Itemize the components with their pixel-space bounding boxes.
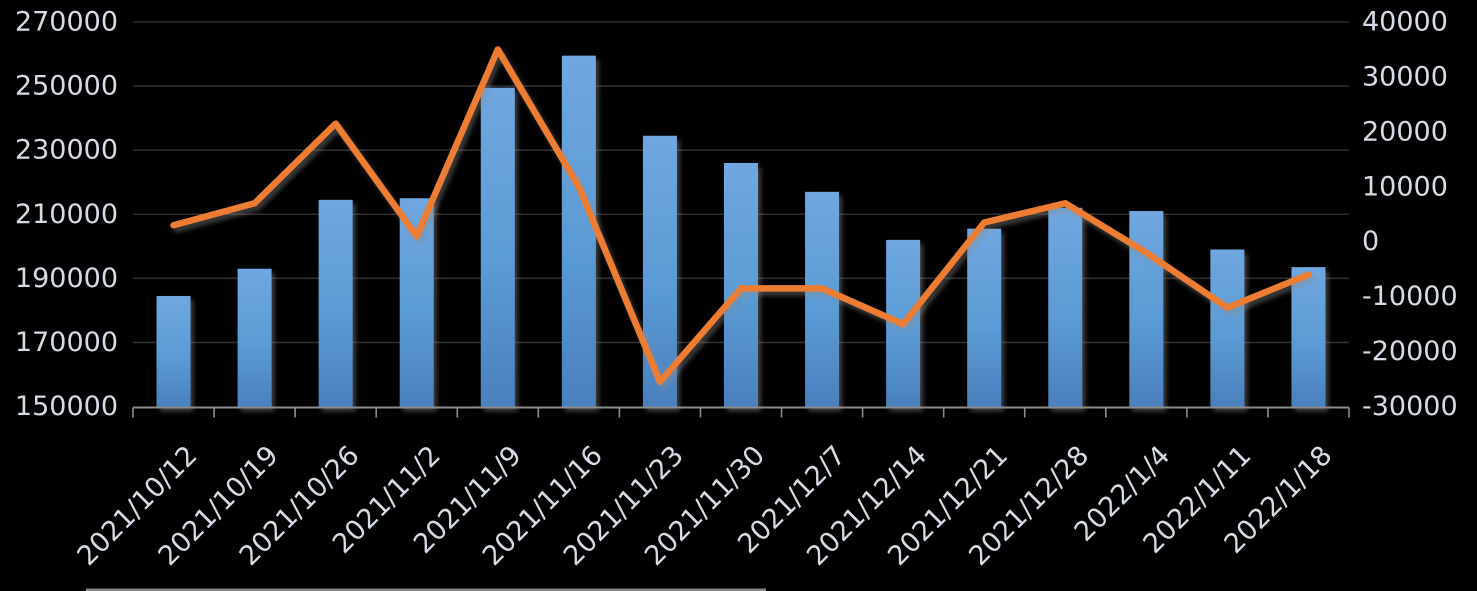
y-axis-label: 210000 xyxy=(15,199,118,230)
bar-column[interactable] xyxy=(1291,267,1326,408)
y-axis-label: 250000 xyxy=(15,71,118,102)
line-series[interactable] xyxy=(170,46,1312,386)
y2-axis-label: 0 xyxy=(1362,226,1379,257)
y-axis-label: 190000 xyxy=(15,263,118,294)
bar-column[interactable] xyxy=(156,295,191,408)
bar-column[interactable] xyxy=(805,191,840,408)
y-axis-label: 230000 xyxy=(15,135,118,166)
bar-column[interactable] xyxy=(1210,249,1245,408)
bar-column[interactable] xyxy=(480,87,515,408)
y2-axis-label: -30000 xyxy=(1362,391,1458,422)
bar-column[interactable] xyxy=(1048,207,1083,408)
y-axis-label: 150000 xyxy=(15,391,118,422)
y2-axis-label: 10000 xyxy=(1362,171,1448,202)
bar-column[interactable] xyxy=(237,268,272,408)
y2-axis-label: 40000 xyxy=(1362,7,1448,38)
bar-column[interactable] xyxy=(1129,211,1164,408)
bar-column[interactable] xyxy=(561,55,596,408)
bar-column[interactable] xyxy=(318,199,353,408)
y2-axis-label: 30000 xyxy=(1362,61,1448,92)
y2-axis-label: -10000 xyxy=(1362,281,1458,312)
bar-column[interactable] xyxy=(967,228,1002,408)
y-axis-label: 270000 xyxy=(15,7,118,38)
y-axis-label: 170000 xyxy=(15,327,118,358)
window-edge xyxy=(86,588,766,591)
y2-axis-label: -20000 xyxy=(1362,336,1458,367)
y2-axis-label: 20000 xyxy=(1362,116,1448,147)
